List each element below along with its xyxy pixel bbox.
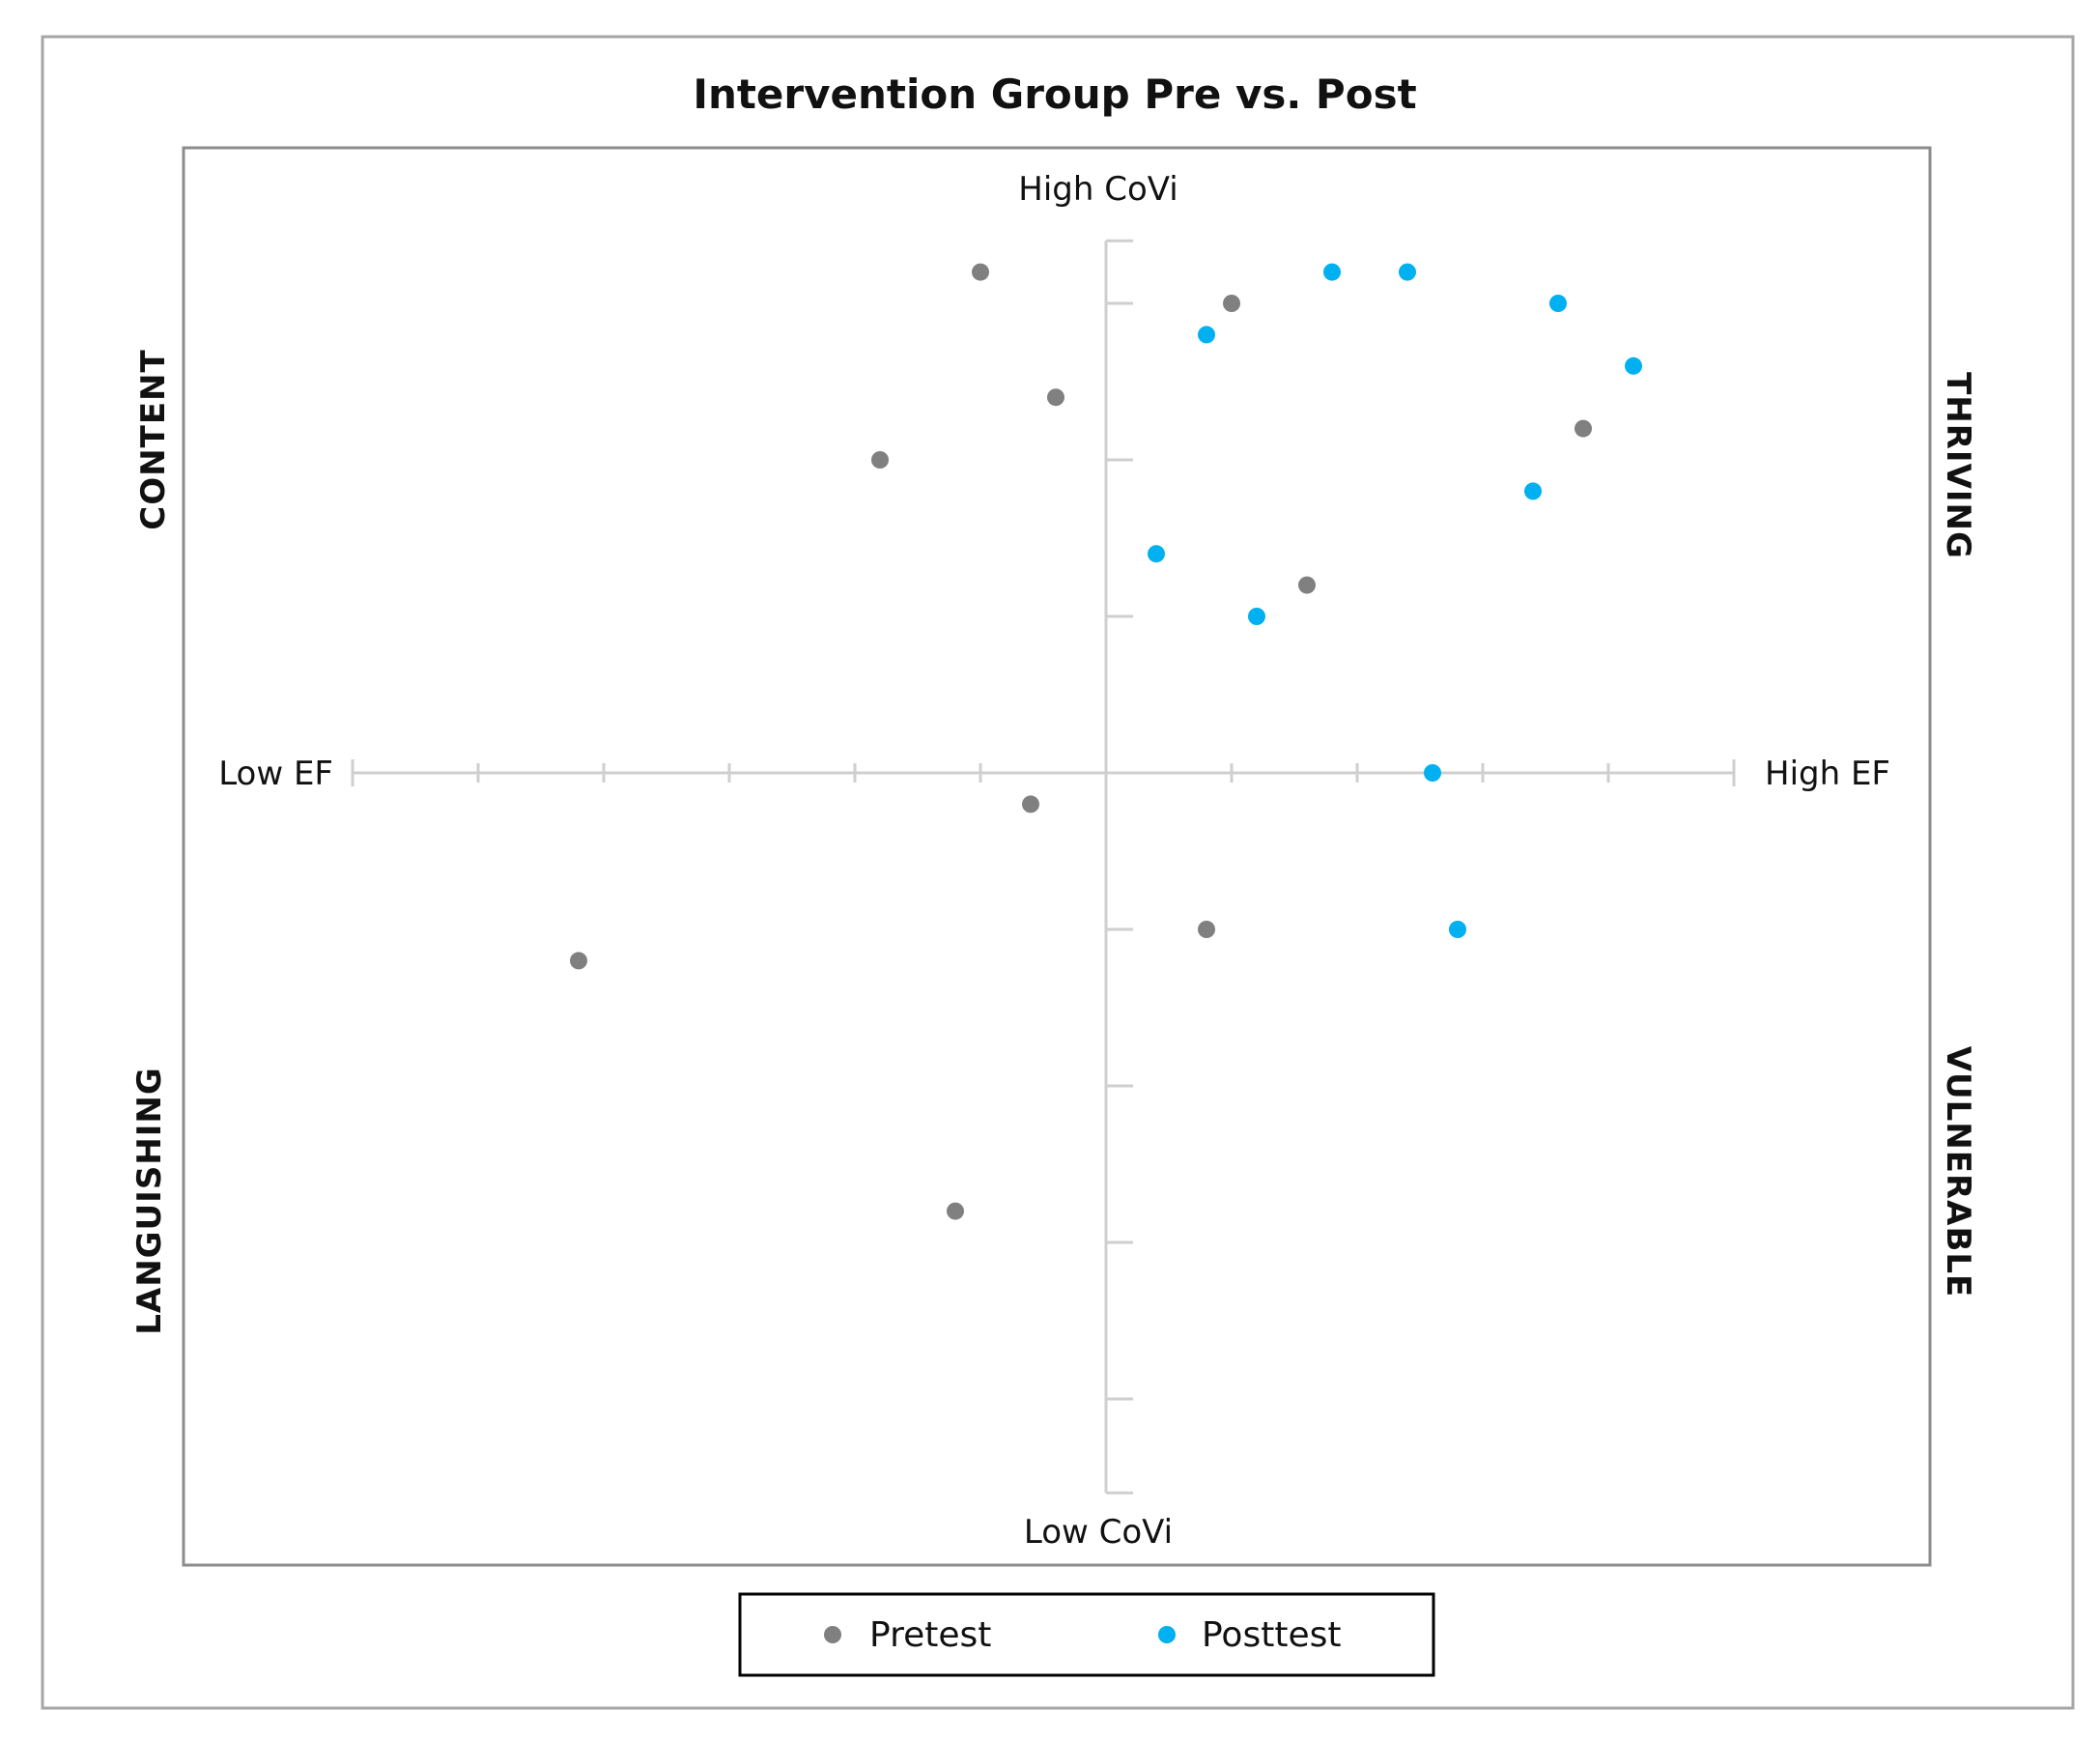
pretest-point [570, 952, 587, 970]
x-axis-ticks [351, 759, 1736, 786]
y-axis-low-label: Low CoVi [1024, 1513, 1173, 1552]
pretest-point [1575, 419, 1592, 438]
legend-marker-posttest [1158, 1626, 1176, 1643]
plot-area-frame [182, 146, 1932, 1567]
posttest-point [1524, 482, 1542, 500]
posttest-point [1449, 921, 1466, 938]
legend-label-pretest: Pretest [869, 1615, 991, 1655]
legend: Pretest Posttest [738, 1592, 1435, 1677]
x-axis-low-label: Low EF [218, 755, 333, 793]
quadrant-label-content: CONTENT [134, 349, 173, 529]
quadrant-label-thriving: THRIVING [1939, 372, 1977, 559]
chart-outer-frame [41, 35, 2075, 1710]
pretest-point [1298, 576, 1316, 594]
pretest-point [1047, 388, 1064, 407]
posttest-point [1323, 263, 1341, 281]
y-axis-high-label: High CoVi [1018, 170, 1178, 209]
pretest-point [972, 263, 989, 281]
legend-marker-pretest [824, 1626, 841, 1643]
pretest-point [1022, 795, 1039, 813]
y-axis-ticks [1106, 239, 1133, 1495]
legend-box [738, 1592, 1435, 1677]
pretest-point [871, 451, 889, 469]
chart-title: Intervention Group Pre vs. Post [693, 71, 1416, 118]
posttest-point [1399, 263, 1416, 281]
posttest-point [1424, 764, 1441, 782]
legend-label-posttest: Posttest [1202, 1615, 1341, 1655]
pretest-point [1198, 921, 1215, 938]
posttest-point [1248, 608, 1265, 625]
pretest-point [947, 1202, 964, 1220]
axes [351, 239, 1736, 1495]
data-points [570, 263, 1642, 1220]
posttest-point [1625, 356, 1642, 375]
posttest-point [1549, 295, 1567, 312]
quadrant-label-languishing: LANGUISHING [130, 1067, 169, 1335]
x-axis-high-label: High EF [1765, 755, 1890, 793]
posttest-point [1198, 326, 1215, 344]
quadrant-label-vulnerable: VULNERABLE [1939, 1046, 1977, 1298]
posttest-point [1148, 545, 1165, 563]
pretest-point [1223, 295, 1240, 312]
